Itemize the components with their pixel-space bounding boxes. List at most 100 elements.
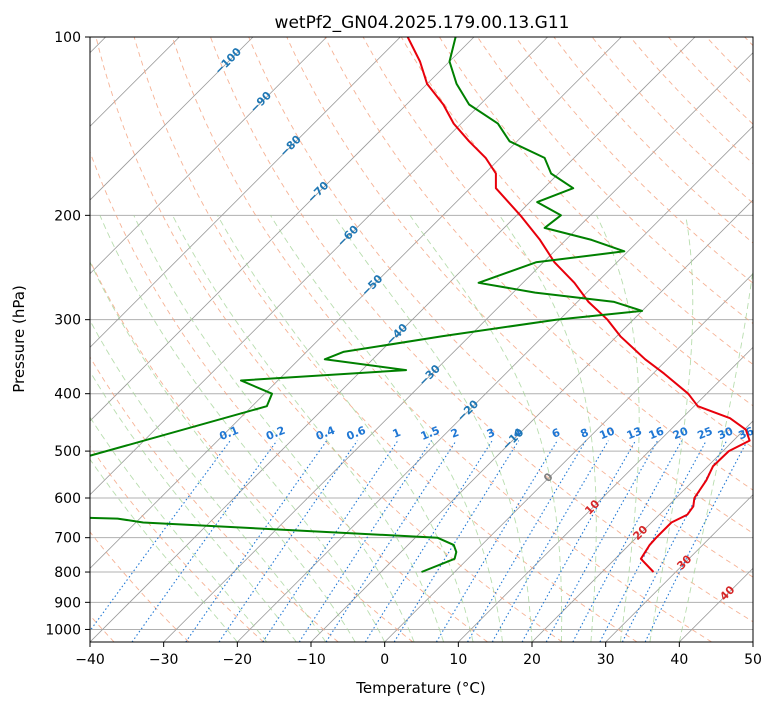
mixing-ratio-label: 20 xyxy=(671,424,690,442)
isotherm-line xyxy=(237,125,753,642)
isotherm-label: −30 xyxy=(416,362,443,389)
dry-adiabat-line xyxy=(95,37,563,642)
x-tick-label: 10 xyxy=(449,652,467,668)
dewpoint-profile-line xyxy=(90,37,644,573)
isotherm-line xyxy=(90,37,696,642)
moist-adiabat-line xyxy=(90,458,238,642)
isotherm-line xyxy=(605,494,753,642)
mixing-ratio-line xyxy=(644,440,748,642)
mixing-ratio-label: 16 xyxy=(647,424,666,442)
mixing-ratio-label: 6 xyxy=(550,426,562,441)
y-tick-label: 500 xyxy=(54,444,81,460)
isotherm-line xyxy=(90,37,254,201)
dry-adiabat-line xyxy=(591,37,753,204)
moist-adiabat-line xyxy=(596,215,640,642)
moist-adiabat-line xyxy=(172,215,445,642)
x-tick-label: 50 xyxy=(744,652,762,668)
x-tick-label: −20 xyxy=(223,652,253,668)
mixing-ratio-label: 10 xyxy=(598,424,617,442)
mixing-ratio-line xyxy=(572,440,683,642)
isotherm-line xyxy=(163,52,753,642)
moist-adiabat-line xyxy=(133,215,415,642)
dry-adiabat-line xyxy=(324,37,753,491)
mixing-ratio-line xyxy=(325,440,457,642)
y-tick-label: 100 xyxy=(54,30,81,46)
dry-adiabat-line xyxy=(133,37,638,642)
dry-adiabat-line xyxy=(400,37,753,407)
mixing-ratio-line xyxy=(131,440,278,642)
mixing-ratio-line xyxy=(393,440,520,642)
moist-adiabat-line xyxy=(270,215,503,642)
mixing-ratio-line xyxy=(90,440,231,632)
mixing-ratio-line xyxy=(545,440,659,642)
isotherm-line xyxy=(90,37,548,496)
mixing-ratio-label: 13 xyxy=(625,424,644,442)
x-tick-label: 40 xyxy=(670,652,688,668)
y-tick-label: 200 xyxy=(54,208,81,224)
isotherm-line xyxy=(679,567,753,642)
isotherm-label: 10 xyxy=(582,497,602,517)
mixing-ratio-label: 0.4 xyxy=(314,424,337,443)
mixing-ratio-label: 0.1 xyxy=(217,424,240,443)
moist-adiabat-line xyxy=(90,260,356,642)
y-tick-label: 700 xyxy=(54,531,81,547)
x-tick-label: −30 xyxy=(149,652,179,668)
isotherm-label: −70 xyxy=(305,179,332,206)
moist-adiabat-line xyxy=(90,370,297,642)
isotherm-line xyxy=(90,37,475,422)
moist-adiabat-line xyxy=(649,215,694,642)
isotherm-label: 30 xyxy=(674,552,694,572)
x-axis-label: Temperature (°C) xyxy=(355,679,485,697)
isotherm-line xyxy=(90,37,622,569)
mixing-ratio-label: 0.2 xyxy=(264,424,287,443)
isotherm-label: −90 xyxy=(248,89,275,116)
temperature-profile-line xyxy=(406,37,751,573)
dry-adiabat-line xyxy=(248,37,753,578)
mixing-ratio-label: 25 xyxy=(695,424,714,442)
mixing-ratio-label: 2 xyxy=(449,426,461,441)
isotherm-line xyxy=(90,37,401,348)
dry-adiabat-line xyxy=(668,37,753,125)
dry-adiabat-line xyxy=(171,37,712,642)
isotherm-label: −100 xyxy=(212,45,244,77)
mixing-ratio-line xyxy=(298,440,432,642)
moist-adiabat-line xyxy=(99,215,386,642)
moist-adiabat-line xyxy=(678,266,753,642)
moist-adiabat-line xyxy=(217,215,474,642)
mixing-ratio-label: 0.6 xyxy=(345,424,368,443)
x-tick-label: −10 xyxy=(296,652,326,668)
moist-adiabat-line xyxy=(90,319,327,642)
isotherm-line xyxy=(458,346,753,642)
x-tick-label: 30 xyxy=(597,652,615,668)
x-tick-label: 0 xyxy=(380,652,389,668)
dry-adiabat-line xyxy=(90,259,414,642)
isotherm-line xyxy=(384,273,753,642)
isotherm-line xyxy=(310,199,753,642)
dry-adiabat-line xyxy=(362,37,753,449)
mixing-ratio-label: 1 xyxy=(391,426,403,441)
x-tick-label: 20 xyxy=(523,652,541,668)
mixing-ratio-line xyxy=(435,440,558,642)
mixing-ratio-line xyxy=(262,440,399,642)
mixing-ratio-line xyxy=(185,440,328,642)
moist-adiabat-line xyxy=(409,215,563,642)
mixing-ratio-line xyxy=(218,440,358,642)
y-axis-label: Pressure (hPa) xyxy=(10,285,28,393)
isotherm-label: −60 xyxy=(335,222,362,249)
isotherm-label: 40 xyxy=(717,583,737,603)
mixing-ratio-line xyxy=(467,440,587,642)
chart-title: wetPf2_GN04.2025.179.00.13.G11 xyxy=(275,13,570,33)
isotherm-line xyxy=(531,420,753,642)
isotherm-line xyxy=(752,641,753,642)
y-tick-label: 900 xyxy=(54,595,81,611)
y-tick-label: 800 xyxy=(54,565,81,581)
isotherm-label: −80 xyxy=(277,133,304,160)
dry-adiabat-line xyxy=(90,356,339,642)
dry-adiabat-line xyxy=(90,445,264,642)
y-tick-label: 600 xyxy=(54,491,81,507)
isotherm-label: 20 xyxy=(630,523,650,543)
mixing-ratio-label: 30 xyxy=(716,424,735,442)
y-tick-label: 300 xyxy=(54,313,81,329)
isotherm-label: −50 xyxy=(359,272,386,299)
